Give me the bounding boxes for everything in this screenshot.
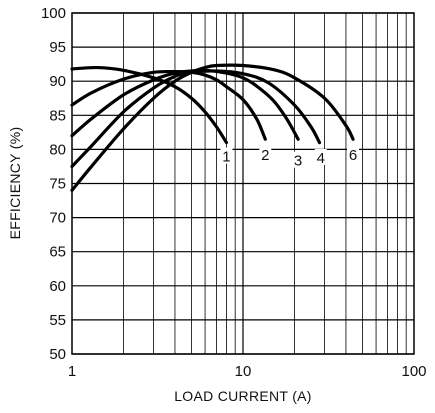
y-tick-label: 65 [49, 244, 66, 261]
y-tick-label: 100 [41, 5, 66, 22]
plot-frame [71, 12, 415, 355]
x-tick-label: 1 [68, 363, 76, 380]
curve-label-3: 3 [294, 153, 302, 170]
y-tick-label: 60 [49, 278, 66, 295]
y-tick-label: 70 [49, 210, 66, 227]
x-tick-label: 100 [401, 363, 426, 380]
efficiency-curve-6 [70, 63, 355, 192]
y-tick-label: 75 [49, 176, 66, 193]
curve-label-4: 4 [317, 150, 325, 167]
y-tick-label: 85 [49, 107, 66, 124]
curve-label-background [292, 151, 305, 168]
curve-label-1: 1 [222, 149, 230, 166]
y-tick-label: 50 [49, 346, 66, 363]
x-tick-label: 10 [235, 363, 252, 380]
curve-label-2: 2 [261, 147, 269, 164]
y-tick-label: 55 [49, 312, 66, 329]
efficiency-curve-2 [70, 69, 267, 141]
y-tick-label: 80 [49, 141, 66, 158]
curve-label-background [347, 146, 360, 163]
curve-label-background [220, 147, 233, 164]
x-tick-labels: 1 10 100 [68, 363, 427, 380]
efficiency-curve-1 [70, 65, 229, 145]
efficiency-curves [70, 63, 355, 192]
y-axis-label: EFFICIENCY (%) [7, 127, 23, 240]
y-tick-label: 90 [49, 73, 66, 90]
y-tick-labels: 50 55 60 65 70 75 80 85 90 95 100 [41, 5, 66, 363]
curve-label-background [314, 148, 327, 165]
curve-label-6: 6 [349, 147, 357, 164]
x-axis-label: LOAD CURRENT (A) [174, 388, 312, 404]
y-tick-label: 95 [49, 39, 66, 56]
curve-label-background [259, 146, 272, 163]
efficiency-curve-4 [70, 69, 322, 169]
